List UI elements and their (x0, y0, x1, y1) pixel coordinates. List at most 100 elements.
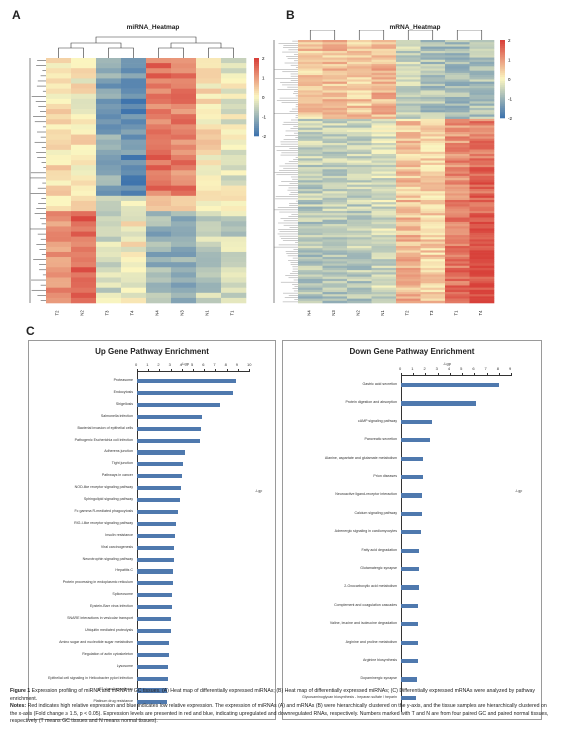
x-tick-mark (193, 369, 194, 372)
pathway-bar (137, 664, 169, 669)
column-dendrogram (58, 36, 234, 58)
pathway-bar (137, 533, 176, 538)
pathway-label: Ubiquitin mediated proteolysis (85, 627, 133, 632)
heatmap-b-title: mRNA_Heatmap (389, 24, 441, 31)
x-tick-mark (181, 369, 183, 372)
pathway-label: Dopaminergic synapse (360, 676, 397, 681)
pathway-label: Glycosaminoglycan biosynthesis - heparan… (302, 694, 397, 699)
column-label: T2 (404, 310, 409, 316)
pathway-label: Insulin resistance (105, 532, 133, 537)
x-tick-label: 9 (509, 366, 512, 371)
up-pathway-title: Up Gene Pathway Enrichment (95, 347, 209, 356)
pathway-label: 2-Oxocarboxylic acid metabolism (344, 584, 397, 589)
pathway-bar (401, 530, 421, 535)
pathway-label: Complement and coagulation cascades (334, 602, 397, 607)
x-tick-mark (462, 373, 464, 376)
scale-tick: 1 (262, 76, 265, 81)
pathway-label: Proteasome (113, 378, 133, 382)
pathway-label: Hepatitis C (115, 568, 133, 573)
x-tick-label: 0 (135, 362, 138, 367)
column-label: T2 (55, 310, 60, 316)
figure-label: Figure 1 (10, 688, 31, 694)
scale-tick: 2 (508, 38, 511, 43)
pathway-bar (137, 628, 171, 634)
heatmap-cells (46, 58, 247, 304)
x-axis (401, 375, 511, 376)
panel-label-b: B (286, 8, 295, 22)
heatmap-b: N4 N3 N2 N1 T2 T3 T1 T4 2 1 0 -1 -2 (273, 30, 512, 316)
pathway-bar (137, 521, 177, 526)
column-label: T1 (453, 310, 458, 316)
up-pathway-panel: Up Gene Pathway Enrichment -Lgp -Lgp 0 1 2… (28, 340, 276, 720)
x-tick-label: 4 (447, 366, 451, 371)
pathway-bar (401, 548, 420, 553)
pathway-bar (137, 390, 234, 396)
x-tick-label: 2 (423, 366, 426, 371)
down-pathway-title: Down Gene Pathway Enrichment (349, 347, 475, 356)
x-tick-label: 6 (202, 362, 205, 367)
row-dendrogram (29, 58, 46, 303)
x-tick-label: 5 (460, 366, 463, 371)
pathway-bar (401, 585, 420, 590)
up-axis-label: -Lgp (181, 361, 190, 366)
pathway-bar (137, 426, 201, 431)
x-tick-label: 0 (399, 366, 402, 371)
pathway-label: Salmonella infection (100, 413, 133, 418)
column-label: N3 (180, 310, 185, 316)
x-tick-mark (437, 373, 439, 376)
x-tick-mark (159, 369, 161, 372)
pathway-bar (401, 401, 476, 406)
pathway-bar (137, 676, 169, 681)
pathway-label: Glutamatergic synapse (360, 566, 397, 570)
pathway-label: Arginine and proline metabolism (345, 639, 397, 644)
pathway-label: Bacterial invasion of epithelial cells (77, 425, 133, 430)
column-label: T3 (429, 310, 434, 316)
pathway-label: SNARE interactions in vesicular transpor… (67, 616, 133, 620)
scale-tick: -2 (262, 134, 266, 139)
pathway-bar (401, 659, 419, 664)
pathway-bar (137, 557, 174, 562)
down-axis-label: -Lgp (443, 361, 452, 366)
pathway-bar (401, 475, 423, 480)
pathway-bar (401, 493, 422, 498)
pathway-bar (401, 438, 431, 443)
column-label: N4 (155, 310, 160, 316)
pathway-label: cAMP signaling pathway (357, 418, 397, 423)
pathway-label: Arginine biosynthesis (363, 658, 397, 662)
column-label: T1 (230, 310, 235, 316)
pathway-label: RIG-I-like receptor signaling pathway (74, 520, 133, 525)
column-label: T4 (130, 310, 135, 316)
heatmap-a: T2 N2 T3 T4 N4 N3 N1 T1 2 1 0 -1 -2 (29, 36, 266, 316)
pathway-bar (137, 569, 173, 574)
pathway-label: Sphingolipid signaling pathway (83, 497, 133, 501)
pathway-bar (137, 605, 172, 610)
pathway-bar (137, 509, 179, 515)
x-tick-label: 8 (496, 366, 499, 371)
x-tick-mark (215, 369, 217, 372)
x-tick-mark (474, 373, 476, 376)
x-tick-label: 8 (224, 362, 227, 367)
x-tick-mark (137, 369, 138, 372)
pathway-bar (137, 640, 170, 645)
pathway-bar (401, 419, 432, 424)
pathway-label: Valine, leucine and isoleucine degradati… (329, 621, 397, 626)
scale-tick: 2 (262, 56, 265, 61)
pathway-bar (137, 450, 186, 455)
x-tick-mark (170, 369, 172, 372)
pathway-bar (401, 622, 419, 627)
pathway-bar (137, 462, 183, 467)
pathway-label: Neuroactive ligand-receptor interaction (335, 492, 397, 497)
x-tick-label: 1 (411, 366, 414, 371)
down-side-label: -Lgp (515, 489, 523, 493)
pathway-label: Pathogenic Escherichia coli infection (74, 437, 133, 442)
pathway-bar (137, 688, 168, 693)
pathway-label: Calcium signaling pathway (354, 510, 397, 515)
column-dendrogram (309, 30, 483, 40)
x-tick-mark (226, 369, 228, 372)
x-tick-label: 4 (179, 362, 183, 367)
up-side-label: -Lgp (255, 489, 263, 493)
pathway-label: Gastric acid secretion (362, 382, 397, 386)
pathway-label: Neurotrophin signaling pathway (82, 556, 133, 561)
x-tick-mark (249, 369, 250, 372)
x-tick-label: 1 (146, 362, 149, 367)
